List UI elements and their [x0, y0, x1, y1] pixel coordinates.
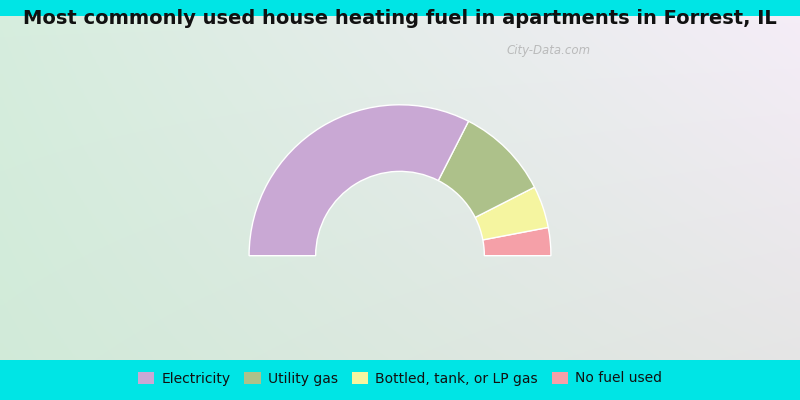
Wedge shape	[475, 187, 548, 240]
Legend: Electricity, Utility gas, Bottled, tank, or LP gas, No fuel used: Electricity, Utility gas, Bottled, tank,…	[132, 366, 668, 391]
Wedge shape	[483, 228, 551, 256]
Text: City-Data.com: City-Data.com	[506, 44, 591, 56]
Wedge shape	[249, 105, 469, 256]
Wedge shape	[438, 121, 534, 218]
Text: Most commonly used house heating fuel in apartments in Forrest, IL: Most commonly used house heating fuel in…	[23, 8, 777, 28]
